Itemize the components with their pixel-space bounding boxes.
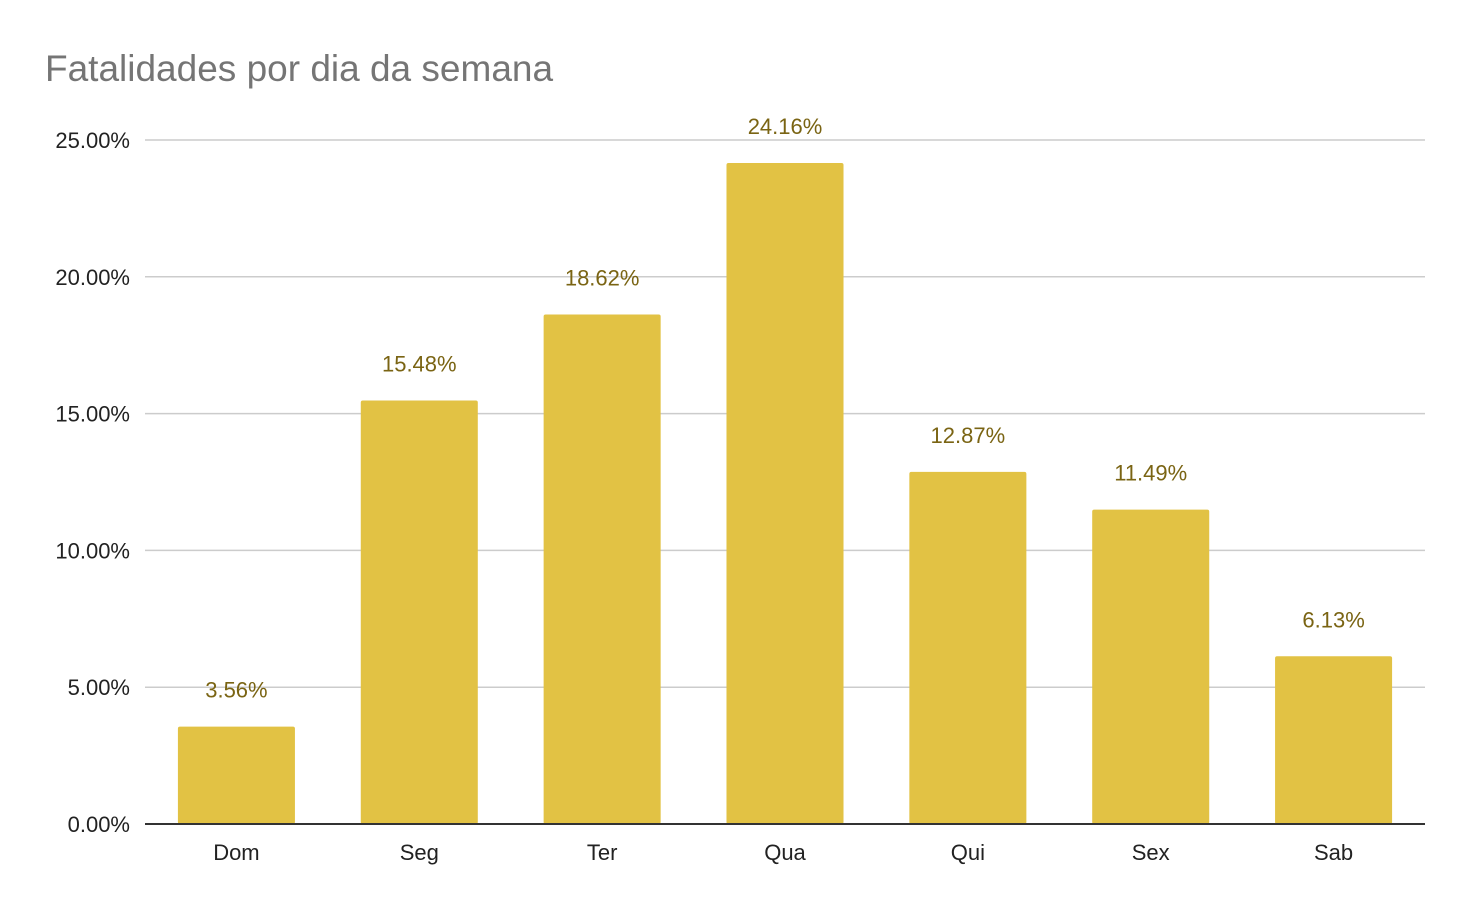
- bar-dom: [177, 726, 295, 824]
- x-tick-label: Sex: [1132, 840, 1170, 865]
- data-label: 6.13%: [1302, 607, 1364, 632]
- data-label: 15.48%: [382, 351, 457, 376]
- x-tick-label: Dom: [213, 840, 259, 865]
- bar-ter: [543, 314, 661, 824]
- bar-sab: [1275, 656, 1393, 824]
- data-label: 18.62%: [565, 266, 640, 291]
- bar-qua: [726, 162, 844, 824]
- data-label: 3.56%: [205, 678, 267, 703]
- x-tick-label: Qui: [951, 840, 985, 865]
- y-tick-label: 5.00%: [68, 675, 130, 700]
- data-label: 24.16%: [748, 114, 823, 139]
- bar-qui: [909, 471, 1027, 824]
- bar-seg: [360, 400, 478, 824]
- data-label: 12.87%: [931, 423, 1006, 448]
- x-tick-label: Sab: [1314, 840, 1353, 865]
- x-tick-label: Ter: [587, 840, 618, 865]
- chart-title: Fatalidades por dia da semana: [45, 48, 554, 89]
- data-label: 11.49%: [1114, 461, 1187, 486]
- y-tick-label: 20.00%: [55, 265, 130, 290]
- y-tick-label: 25.00%: [55, 128, 130, 153]
- x-tick-label: Seg: [400, 840, 439, 865]
- y-tick-label: 10.00%: [55, 538, 130, 563]
- x-tick-label: Qua: [764, 840, 806, 865]
- y-tick-label: 15.00%: [55, 402, 130, 427]
- y-tick-label: 0.00%: [68, 812, 130, 837]
- bar-sex: [1092, 509, 1210, 824]
